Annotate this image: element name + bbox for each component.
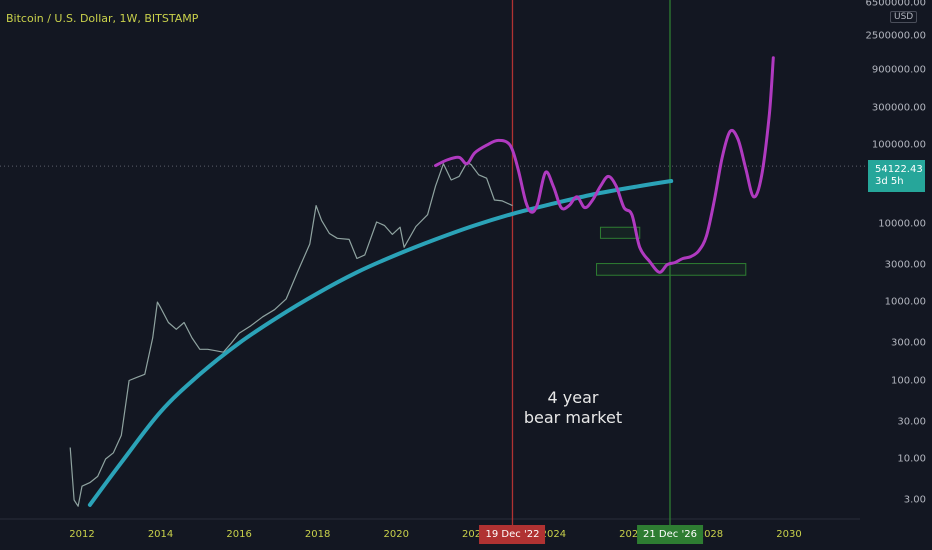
y-tick-label: 3.00	[903, 494, 926, 506]
x-tick-label: 2020	[383, 529, 409, 540]
x-tick-label: 2028	[697, 529, 724, 540]
y-tick-label: 300000.00	[871, 102, 926, 114]
bar-countdown: 3d 5h	[875, 176, 904, 187]
chart-title: Bitcoin / U.S. Dollar, 1W, BITSTAMP	[6, 12, 199, 25]
y-tick-label: 2500000.00	[865, 30, 926, 42]
date-marker-label: 21 Dec '26	[637, 525, 703, 544]
x-tick-label: 2024	[540, 529, 567, 540]
y-tick-label: 10000.00	[878, 218, 926, 230]
annotation-line: bear market	[523, 407, 623, 427]
y-tick-label: 10.00	[897, 453, 926, 465]
y-tick-label: 300.00	[891, 337, 926, 349]
trend-curve-line	[87, 179, 674, 507]
date-marker-label: 19 Dec '22	[479, 525, 546, 544]
x-tick-label: 2022	[462, 529, 488, 540]
x-tick-label: 2016	[226, 529, 252, 540]
x-tick-label: 2026	[619, 529, 645, 540]
y-tick-label: 3000.00	[884, 259, 926, 271]
annotation-bear-market: 4 year bear market	[524, 388, 622, 428]
y-tick-label: 30.00	[897, 416, 926, 428]
current-price-value: 54122.43	[875, 164, 923, 175]
y-tick-label: 6500000.00	[865, 0, 926, 9]
y-tick-label: 100.00	[891, 375, 926, 387]
y-tick-label: 1000.00	[884, 296, 926, 308]
y-tick-label: 100000.00	[871, 139, 926, 151]
target-zone	[596, 263, 747, 276]
currency-badge[interactable]: USD	[890, 11, 918, 23]
y-tick-label: 900000.00	[871, 64, 926, 76]
price-series-line	[69, 162, 513, 507]
x-tick-label: 2014	[147, 529, 174, 540]
x-tick-label: 2030	[776, 529, 802, 540]
target-zone	[599, 226, 641, 239]
annotation-line: 4 year	[547, 387, 599, 407]
current-price-label: 54122.43 3d 5h	[868, 160, 925, 192]
x-tick-label: 2018	[304, 529, 331, 540]
projection-line	[434, 56, 775, 274]
x-tick-label: 2012	[69, 529, 95, 540]
